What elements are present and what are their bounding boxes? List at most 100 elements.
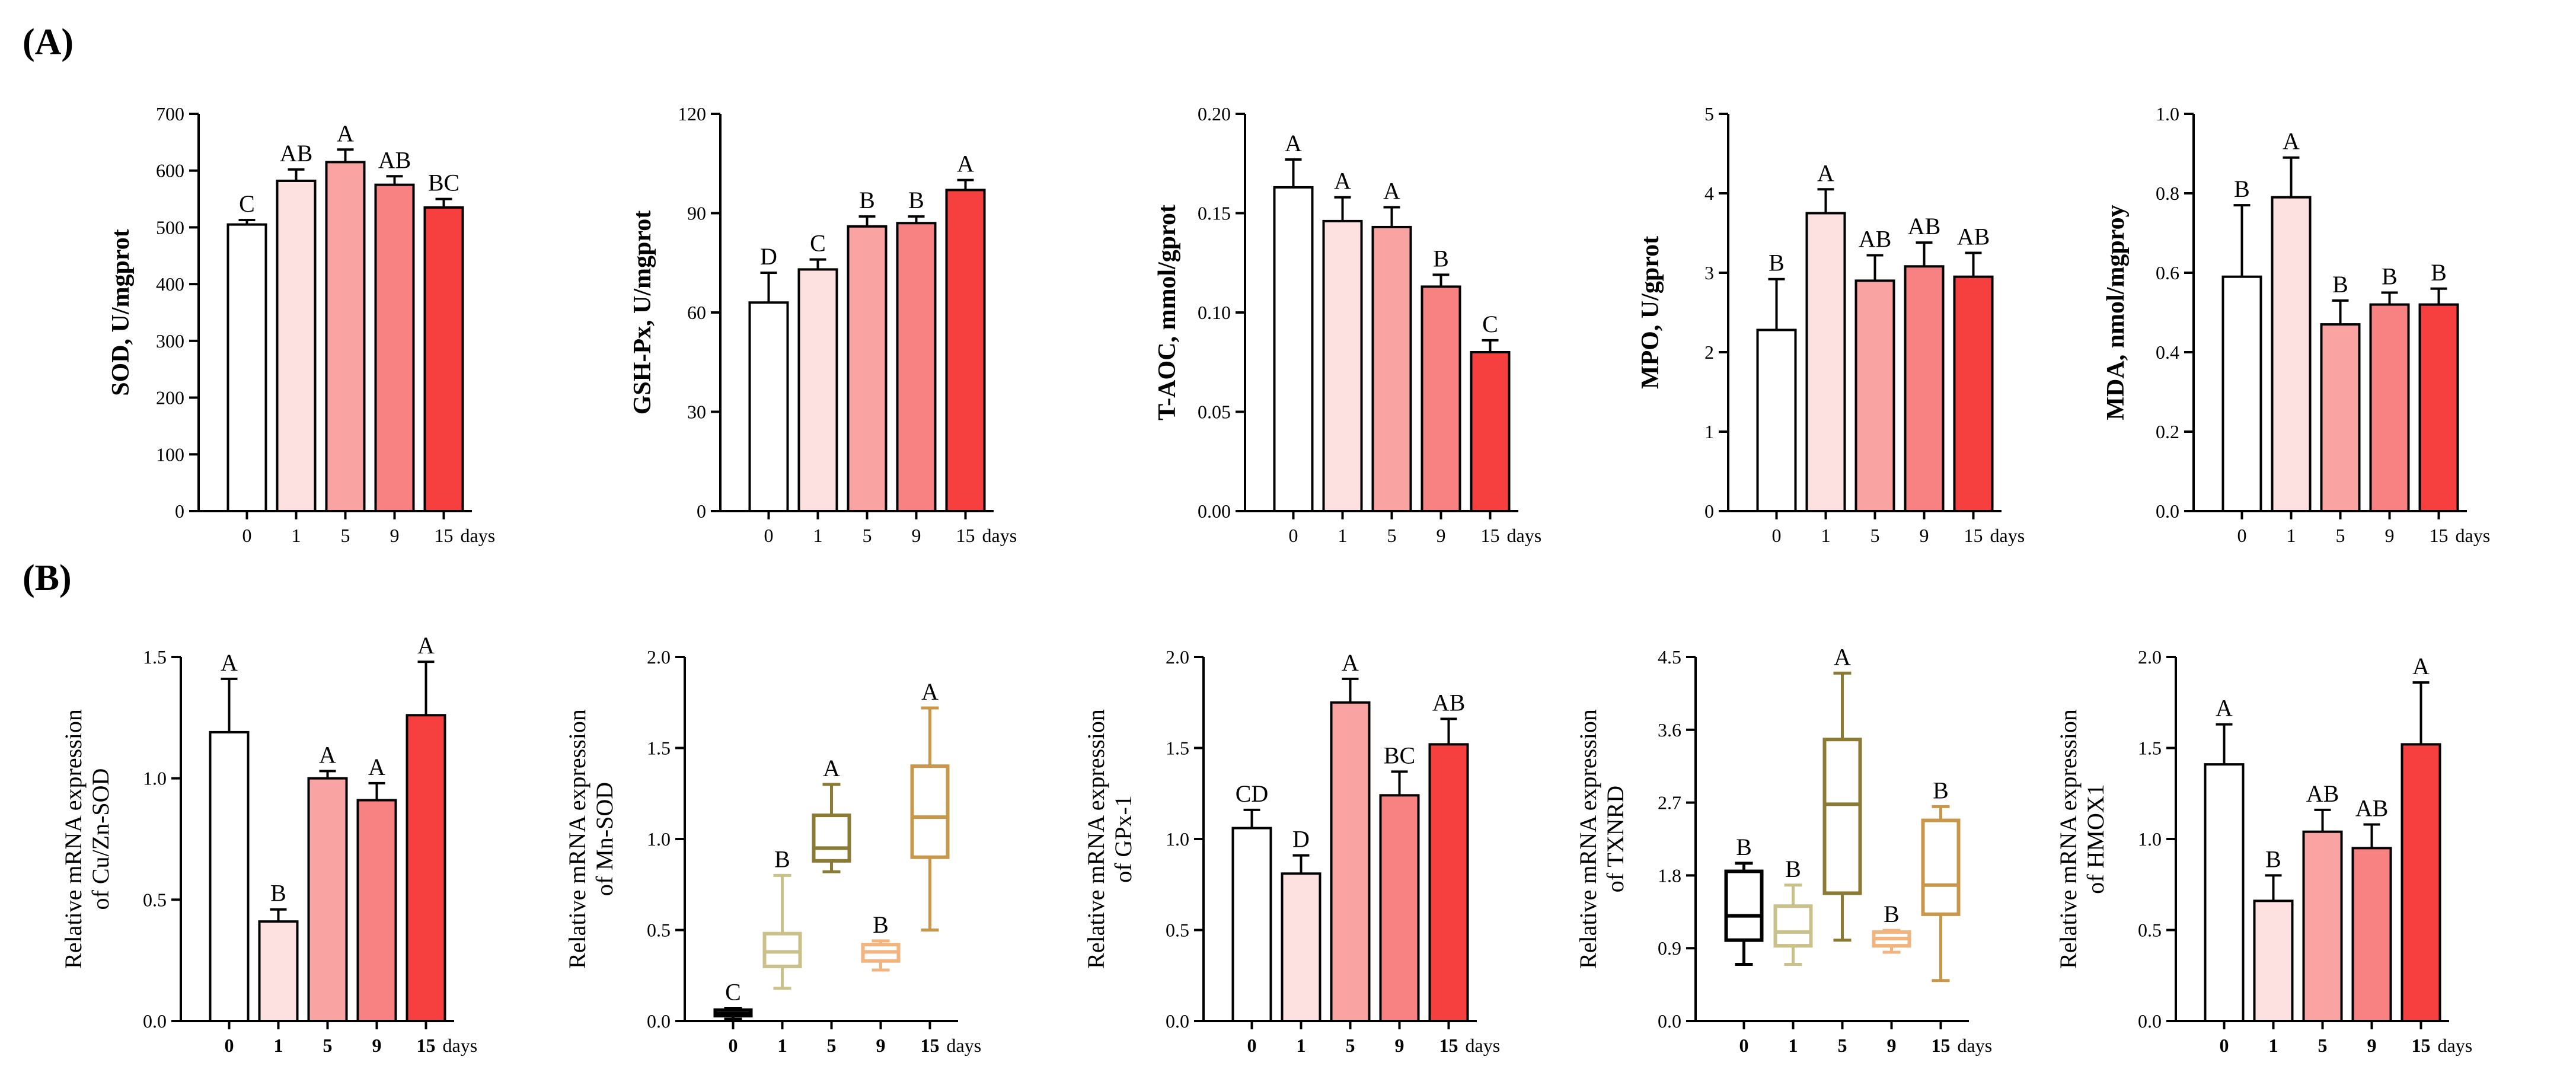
bar [896,222,937,512]
x-unit-label: days [2438,1035,2473,1056]
x-tick-label: 1 [292,525,301,546]
x-tick-label: 15 [921,1035,940,1056]
bar [2320,323,2361,512]
x-unit-label: days [947,1035,982,1056]
bar [2253,899,2294,1022]
x-tick-label: 15 [435,525,454,546]
y-tick-label: 0 [697,500,706,522]
significance-letter: A [2283,128,2300,155]
x-tick-label: 5 [1387,525,1397,546]
bar [1428,743,1469,1022]
significance-letter: AB [1908,213,1941,240]
bar [423,206,464,512]
significance-letter: AB [2306,780,2339,807]
chart-8: 0.0 0.5 1.0 1.5 2.0 Relative mRNA expression o… [1083,646,1500,1056]
bar [356,799,397,1023]
significance-letter: B [908,187,924,213]
y-tick-label: 300 [156,330,184,352]
y-tick-label: 1.0 [647,828,671,850]
significance-letter: C [810,230,826,257]
y-tick-label: 1.5 [2138,738,2162,759]
significance-letter: B [2332,271,2348,298]
y-tick-label: 700 [156,103,184,125]
bar [406,714,446,1022]
y-tick-label: 0.15 [1198,203,1231,224]
bar [2302,830,2343,1022]
bar [2204,763,2245,1022]
y-tick-label: 1 [1704,421,1714,442]
significance-letter: A [1285,130,1302,157]
x-tick-label: 5 [1346,1035,1355,1056]
y-tick-label: 2.0 [2138,646,2162,668]
bar [226,223,267,512]
bar [1281,872,1321,1022]
x-tick-label: 15 [1481,525,1500,546]
significance-letter: B [1433,245,1449,272]
x-tick-label: 9 [1920,525,1929,546]
y-tick-label: 1.8 [1658,864,1681,886]
y-tick-label: 30 [687,401,706,423]
bar [945,189,986,512]
y-tick-label: 0.4 [2156,342,2179,363]
box [1724,869,1764,942]
bar [2351,847,2392,1022]
y-tick-label: 2 [1704,342,1714,363]
y-axis-title-line1: Relative mRNA expression [1083,709,1109,969]
y-tick-label: 1.0 [2156,103,2179,125]
bar [276,179,317,512]
x-unit-label: days [1990,525,2025,546]
x-tick-label: 0 [1772,525,1782,546]
x-tick-label: 0 [225,1035,234,1056]
significance-letter: B [2265,846,2281,872]
significance-letter: B [1785,856,1801,882]
y-tick-label: 0.20 [1198,103,1231,125]
y-tick-label: 2.7 [1658,792,1681,814]
y-tick-label: 0.0 [2138,1010,2162,1032]
y-tick-label: 0.5 [647,920,671,941]
y-axis-title-line2: of GPx-1 [1110,795,1137,883]
bar [1231,827,1272,1022]
y-axis-title-line2: of Cu/Zn-SOD [87,768,114,910]
x-tick-label: 9 [1887,1035,1897,1056]
significance-letter: A [2216,695,2233,722]
y-tick-label: 0 [1704,500,1714,522]
significance-letter: B [774,846,790,872]
x-unit-label: days [1507,525,1542,546]
y-axis-title-line1: Relative mRNA expression [2055,709,2082,969]
y-tick-label: 0.0 [143,1010,167,1032]
bar [1756,328,1797,512]
y-tick-label: 0.05 [1198,401,1231,423]
x-tick-label: 9 [912,525,921,546]
x-tick-label: 5 [1838,1035,1847,1056]
x-tick-label: 0 [1247,1035,1257,1056]
x-unit-label: days [2456,525,2491,546]
significance-letter: A [368,754,385,780]
chart-10: 0.0 0.5 1.0 1.5 2.0 Relative mRNA expression o… [2055,646,2472,1056]
box [1773,904,1813,948]
bar [2271,196,2312,512]
x-tick-label: 15 [2412,1035,2431,1056]
x-tick-label: 9 [2385,525,2395,546]
significance-letter: D [1292,826,1310,853]
x-tick-label: 15 [956,525,975,546]
significance-letter: A [823,755,840,781]
x-tick-label: 1 [2287,525,2296,546]
x-unit-label: days [982,525,1017,546]
y-tick-label: 90 [687,203,706,224]
y-tick-label: 120 [678,103,706,125]
y-axis-title: GSH-Px, U/mgprot [629,210,656,415]
significance-letter: B [2382,263,2398,290]
y-tick-label: 4.5 [1658,646,1681,668]
y-tick-label: 0.2 [2156,421,2179,442]
panel-label-b: (B) [23,558,72,598]
bar [374,183,415,512]
y-axis-title-line1: Relative mRNA expression [564,709,590,969]
significance-letter: A [1383,177,1400,204]
x-unit-label: days [1958,1035,1993,1056]
box [910,764,950,859]
y-tick-label: 0.0 [647,1010,671,1032]
